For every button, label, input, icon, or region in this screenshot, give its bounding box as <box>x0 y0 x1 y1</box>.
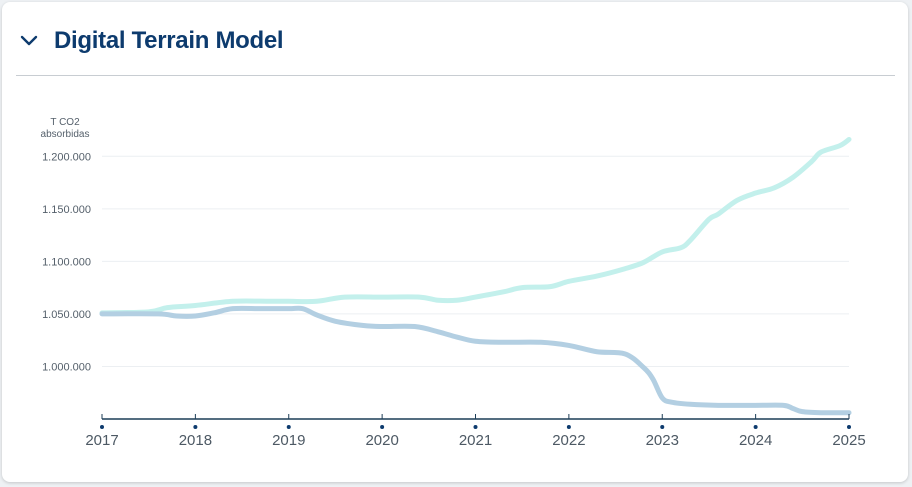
series-line-a <box>102 139 849 312</box>
x-tick-marker <box>474 425 478 429</box>
y-tick-label: 1.100.000 <box>42 256 91 268</box>
x-tick-label: 2023 <box>646 432 679 449</box>
y-axis-ticks: 1.000.000 1.050.000 1.100.000 1.150.000 1.20… <box>42 151 91 373</box>
y-axis-title-line-1: T CO2 <box>50 117 80 128</box>
x-tick-marker <box>660 425 664 429</box>
x-tick-marker <box>754 425 758 429</box>
x-tick-label: 2021 <box>459 432 492 449</box>
x-tick-label: 2018 <box>179 432 212 449</box>
x-tick-label: 2024 <box>739 432 772 449</box>
y-axis-title: T CO2 absorbidas <box>41 117 90 140</box>
x-tick-label: 2017 <box>85 432 118 449</box>
y-tick-label: 1.000.000 <box>42 361 91 373</box>
series-line-b <box>102 308 849 413</box>
x-axis: 2017 2018 2019 2020 2021 2022 2023 2024 2025 <box>85 414 865 449</box>
x-tick-label: 2019 <box>272 432 305 449</box>
series-lines <box>102 139 849 412</box>
x-tick-marker <box>567 425 571 429</box>
x-tick-marker <box>847 425 851 429</box>
x-tick-marker <box>380 425 384 429</box>
x-tick-marker <box>193 425 197 429</box>
y-tick-label: 1.150.000 <box>42 204 91 216</box>
x-tick-label: 2020 <box>365 432 398 449</box>
x-tick-marker <box>100 425 104 429</box>
grid-lines <box>102 156 849 366</box>
y-axis-title-line-2: absorbidas <box>41 129 90 140</box>
x-tick-marker <box>287 425 291 429</box>
y-tick-label: 1.050.000 <box>42 309 91 321</box>
x-tick-label: 2025 <box>832 432 865 449</box>
x-tick-label: 2022 <box>552 432 585 449</box>
y-tick-label: 1.200.000 <box>42 151 91 163</box>
